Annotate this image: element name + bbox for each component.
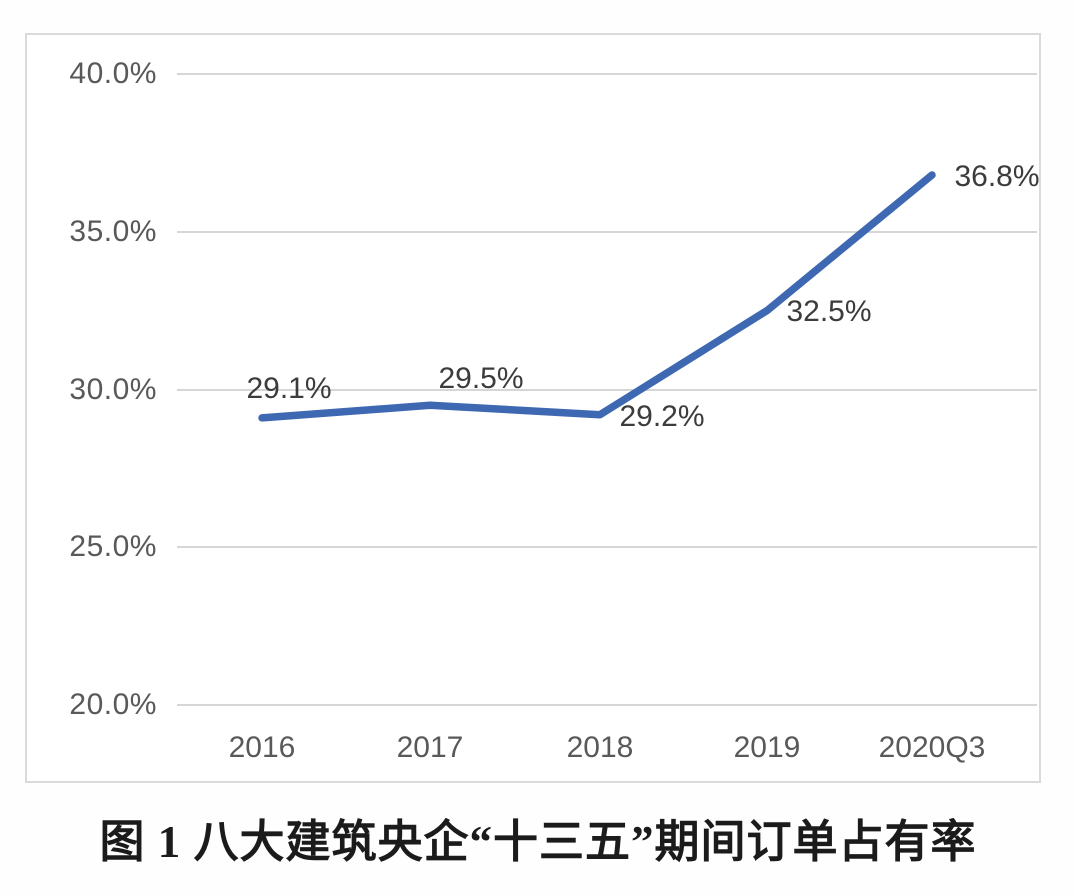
figure-caption: 图 1 八大建筑央企“十三五”期间订单占有率 [99,817,977,867]
chart-plot-area: 40.0% 35.0% 30.0% 25.0% 20.0% 29.1% 29.5% 29.2… [25,33,1041,783]
y-tick-label: 40.0% [69,57,157,90]
x-tick-label: 2017 [396,731,464,764]
x-tick-label: 2019 [733,731,801,764]
line-series-path [258,171,936,422]
data-point-label: 29.5% [438,362,524,396]
x-tick-label: 2016 [228,731,296,764]
gridline [177,230,1037,233]
line-series-svg [258,171,936,422]
x-tick-label: 2018 [566,731,634,764]
gridline [177,73,1037,75]
y-tick-label: 35.0% [69,214,157,248]
y-tick-label: 30.0% [69,372,157,406]
gridline [177,546,1037,549]
y-tick-label: 20.0% [69,688,157,721]
gridline [177,704,1037,706]
y-tick-label: 25.0% [69,530,157,564]
data-point-label: 29.2% [619,399,705,433]
data-point-label: 29.1% [246,371,332,405]
data-point-label: 32.5% [786,294,872,328]
gridline [177,388,1037,391]
x-tick-label: 2020Q3 [878,731,986,764]
data-point-label: 36.8% [954,159,1040,193]
